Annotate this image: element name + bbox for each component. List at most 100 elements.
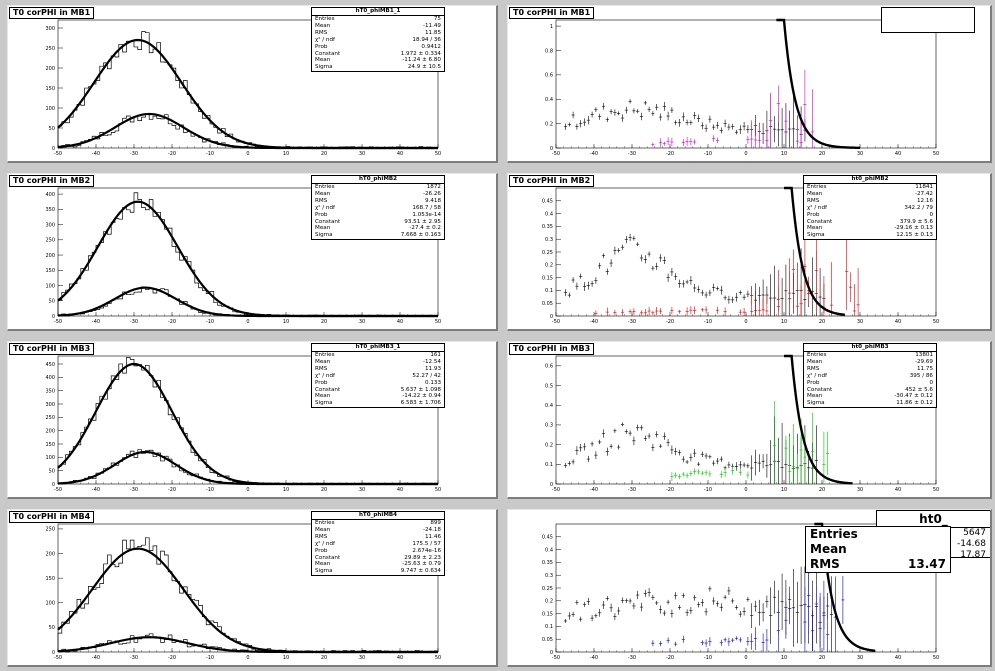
x-tick-label: -30	[130, 151, 138, 157]
x-tick-label: 10	[283, 319, 289, 325]
y-tick-label: 0.1	[545, 462, 553, 468]
fit-curve-3	[57, 636, 438, 654]
stats-value: 0	[929, 211, 933, 218]
overlay-row: Mean	[810, 542, 946, 557]
histogram-series-2	[57, 449, 438, 485]
x-tick-label: 20	[321, 319, 327, 325]
stats-box: hT0_phiMB1_1 Entries 75 Mean -11.49 RMS 11.85 χ…	[311, 7, 445, 73]
stats-label: Constant	[315, 50, 341, 57]
y-tick-label: 150	[45, 576, 55, 582]
overlay-value: 13.47	[908, 557, 946, 571]
stats-label: Prob	[315, 211, 328, 218]
stats-value: 11.75	[916, 365, 933, 372]
stats-label: RMS	[807, 197, 820, 204]
stats-value: -14.68	[956, 539, 986, 549]
stats-value: 9.418	[424, 197, 441, 204]
stats-row: Constant 452 ± 5.6	[804, 387, 936, 394]
stats-label: Prob	[315, 379, 328, 386]
stats-label: Sigma	[315, 568, 333, 575]
y-tick-label: 0.2	[545, 263, 553, 269]
x-tick-label: 50	[435, 487, 441, 493]
chart-svg: -50 -40 -30 -20 -10 0 10 20 30 40 50 0 50 100 150 200 25…	[45, 355, 441, 493]
stats-value: 161	[430, 352, 441, 358]
stats-value: 2.674e-16	[412, 547, 441, 554]
x-tick-label: 50	[435, 655, 441, 661]
stats-value: 0.9412	[421, 43, 441, 50]
x-tick-label: -20	[666, 319, 674, 325]
chart-svg: -50 -40 -30 -20 -10 0 10 20 30 40 50 0 0.1 0.2 0.3 0.4 0…	[545, 354, 939, 493]
stats-value: -27.4 ± 0.2	[409, 225, 441, 232]
x-tick-label: -20	[168, 319, 176, 325]
x-tick-label: -20	[666, 151, 674, 157]
fit-curve-2	[784, 354, 853, 485]
stats-value: -11.49	[422, 22, 441, 29]
x-tick-label: -10	[704, 655, 712, 661]
stats-value: 13801	[915, 352, 933, 358]
x-tick-label: 0	[744, 151, 747, 157]
pad-title: T0 corPHI in MB2	[509, 175, 595, 187]
stats-label: Entries	[315, 16, 335, 22]
stats-value: 342.2 / 79	[904, 204, 933, 211]
stats-label: RMS	[807, 365, 820, 372]
y-tick-label: 200	[45, 66, 55, 72]
x-tick-label: 20	[819, 655, 825, 661]
stats-row: Constant 1.972 ± 0.334	[312, 51, 444, 58]
x-tick-label: -20	[168, 655, 176, 661]
y-tick-label: 0.15	[542, 275, 553, 281]
y-tick-label: 350	[45, 388, 55, 394]
y-tick-label: 0.2	[545, 599, 553, 605]
points-series-1	[594, 228, 860, 316]
stats-box: ht0_phiMB2 Entries 11841 Mean -27.42 RMS 12.16…	[803, 175, 937, 241]
stats-row: χ² / ndf 52.27 / 42	[312, 373, 444, 380]
stats-row: Constant 5.637 ± 1.098	[312, 387, 444, 394]
stats-label: Mean	[315, 225, 331, 232]
stats-box: hT0_phiMB3_1 Entries 161 Mean -12.54 RMS 11.93…	[311, 343, 445, 409]
y-tick-label: 0.15	[542, 611, 553, 617]
chart-svg: -50 -40 -30 -20 -10 0 10 20 30 40 50 0 50 100 150 200 25…	[45, 523, 441, 661]
stats-row: Mean -25.63 ± 0.79	[312, 561, 444, 568]
overlay-label: Entries	[810, 527, 858, 541]
stats-value: 11.93	[424, 365, 441, 372]
stats-name: hT0_phiMB4	[312, 512, 444, 520]
x-tick-label: 20	[321, 487, 327, 493]
x-tick-label: 40	[397, 655, 403, 661]
x-tick-label: -10	[206, 655, 214, 661]
x-tick-label: 10	[781, 487, 787, 493]
stats-label: χ² / ndf	[315, 540, 335, 547]
stats-row: Prob 0	[804, 212, 936, 219]
stats-label: Constant	[315, 386, 341, 393]
stats-label: Constant	[315, 554, 341, 561]
y-tick-label: 1	[550, 24, 553, 30]
stats-row: Prob 0.9412	[312, 44, 444, 51]
x-tick-label: 30	[359, 319, 365, 325]
fit-curve-3	[57, 112, 438, 150]
stats-row: Sigma 6.583 ± 1.706	[312, 400, 444, 407]
stats-label: Mean	[315, 526, 331, 533]
pad-title: T0 corPHI in MB4	[9, 511, 95, 523]
stats-row: χ² / ndf 342.2 / 79	[804, 205, 936, 212]
y-tick-label: 0.4	[545, 547, 553, 553]
stats-row: Sigma 9.747 ± 0.634	[312, 568, 444, 575]
stats-value: -24.18	[422, 526, 441, 533]
y-tick-label: 0.3	[545, 573, 553, 579]
stats-label: χ² / ndf	[807, 372, 827, 379]
stats-row: Entries 13801	[804, 352, 936, 359]
stats-label: Constant	[807, 386, 833, 393]
pad-title: T0 corPHI in MB2	[9, 175, 95, 187]
x-tick-label: -10	[704, 151, 712, 157]
x-tick-label: 50	[933, 319, 939, 325]
y-tick-label: 0.8	[545, 48, 553, 54]
stats-value: -14.22 ± 0.94	[402, 393, 441, 400]
x-tick-label: 40	[895, 319, 901, 325]
stats-row: Mean -27.4 ± 0.2	[312, 225, 444, 232]
chart-svg: -50 -40 -30 -20 -10 0 10 20 30 40 50 0 0.05 0.1 0.15 0.…	[542, 522, 939, 661]
pad-1: -50 -40 -30 -20 -10 0 10 20 30 40 50 0 50 100 150 200 25…	[7, 5, 498, 163]
stats-row: Mean -26.26	[312, 191, 444, 198]
x-tick-label: -50	[54, 487, 62, 493]
overlay-label: RMS	[810, 557, 840, 571]
x-tick-label: -40	[590, 319, 598, 325]
points-series-0	[563, 94, 807, 148]
x-tick-label: -30	[628, 319, 636, 325]
stats-row: Mean -11.49	[312, 23, 444, 30]
x-tick-label: 40	[895, 487, 901, 493]
